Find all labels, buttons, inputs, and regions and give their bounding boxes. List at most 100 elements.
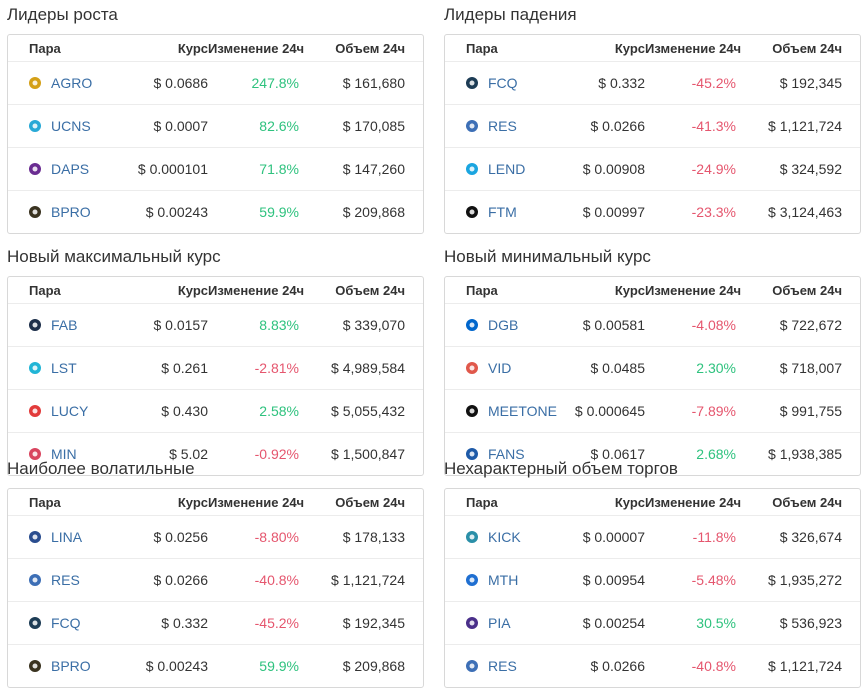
mth-icon <box>465 573 479 587</box>
change-cell: -2.81% <box>254 360 299 376</box>
pair-cell[interactable]: UCNS <box>8 118 121 134</box>
pair-cell[interactable]: KICK <box>445 529 558 545</box>
table-row[interactable]: LUCY $ 0.430 2.58% $ 5,055,432 <box>8 389 423 432</box>
table-row[interactable]: MEETONE $ 0.000645 -7.89% $ 991,755 <box>445 389 860 432</box>
pair-link[interactable]: FTM <box>488 204 517 220</box>
pair-cell[interactable]: DAPS <box>8 161 121 177</box>
table-row[interactable]: RES $ 0.0266 -40.8% $ 1,121,724 <box>8 558 423 601</box>
pair-link[interactable]: LINA <box>51 529 83 545</box>
pair-cell[interactable]: MIN <box>8 446 121 462</box>
pair-link[interactable]: BPRO <box>51 658 91 674</box>
pair-link[interactable]: FANS <box>488 446 525 462</box>
pair-link[interactable]: BPRO <box>51 204 91 220</box>
pair-link[interactable]: MIN <box>51 446 77 462</box>
pair-link[interactable]: RES <box>488 118 517 134</box>
pair-link[interactable]: LST <box>51 360 77 376</box>
lst-icon <box>28 361 42 375</box>
pair-link[interactable]: RES <box>51 572 80 588</box>
price-cell: $ 0.332 <box>598 75 645 91</box>
table-row[interactable]: AGRO $ 0.0686 247.8% $ 161,680 <box>8 61 423 104</box>
table-row[interactable]: RES $ 0.0266 -41.3% $ 1,121,724 <box>445 104 860 147</box>
pair-cell[interactable]: FCQ <box>8 615 121 631</box>
pair-link[interactable]: PIA <box>488 615 511 631</box>
volume-cell: $ 1,500,847 <box>331 446 405 462</box>
pair-cell[interactable]: FANS <box>445 446 558 462</box>
pair-cell[interactable]: RES <box>445 118 558 134</box>
column-header-pair: Пара <box>466 494 498 510</box>
table-row[interactable]: KICK $ 0.00007 -11.8% $ 326,674 <box>445 515 860 558</box>
pair-link[interactable]: DGB <box>488 317 519 333</box>
table-row[interactable]: DAPS $ 0.000101 71.8% $ 147,260 <box>8 147 423 190</box>
pair-cell[interactable]: BPRO <box>8 204 121 220</box>
table-row[interactable]: BPRO $ 0.00243 59.9% $ 209,868 <box>8 190 423 233</box>
price-cell: $ 0.0266 <box>153 572 209 588</box>
volume-cell: $ 147,260 <box>342 161 405 177</box>
pair-link[interactable]: LEND <box>488 161 526 177</box>
pair-cell[interactable]: LST <box>8 360 121 376</box>
pair-link[interactable]: RES <box>488 658 517 674</box>
change-cell: -40.8% <box>691 658 736 674</box>
pair-cell[interactable]: FTM <box>445 204 558 220</box>
table-row[interactable]: MIN $ 5.02 -0.92% $ 1,500,847 <box>8 432 423 475</box>
pair-cell[interactable]: LINA <box>8 529 121 545</box>
pair-link[interactable]: FCQ <box>51 615 81 631</box>
price-cell: $ 0.0266 <box>590 118 646 134</box>
price-cell: $ 0.0007 <box>153 118 209 134</box>
pair-link[interactable]: MTH <box>488 572 519 588</box>
pair-cell[interactable]: PIA <box>445 615 558 631</box>
table-row[interactable]: DGB $ 0.00581 -4.08% $ 722,672 <box>445 303 860 346</box>
volume-cell: $ 1,121,724 <box>768 658 842 674</box>
pair-link[interactable]: MEETONE <box>488 403 557 419</box>
column-header-price: Курс <box>177 40 208 56</box>
pair-cell[interactable]: AGRO <box>8 75 121 91</box>
pair-cell[interactable]: FCQ <box>445 75 558 91</box>
pair-link[interactable]: LUCY <box>51 403 89 419</box>
pair-link[interactable]: DAPS <box>51 161 90 177</box>
table-row[interactable]: LST $ 0.261 -2.81% $ 4,989,584 <box>8 346 423 389</box>
pair-link[interactable]: FCQ <box>488 75 518 91</box>
price-cell: $ 0.261 <box>161 360 208 376</box>
pair-cell[interactable]: RES <box>8 572 121 588</box>
volume-cell: $ 5,055,432 <box>331 403 405 419</box>
pairs-table: Пара Курс Изменение 24ч Объем 24ч FAB $ 0.015… <box>7 276 424 476</box>
change-cell: -7.89% <box>691 403 736 419</box>
pair-cell[interactable]: MEETONE <box>445 403 558 419</box>
pair-link[interactable]: KICK <box>488 529 521 545</box>
pair-link[interactable]: AGRO <box>51 75 93 91</box>
change-cell: -11.8% <box>692 529 736 545</box>
table-row[interactable]: FANS $ 0.0617 2.68% $ 1,938,385 <box>445 432 860 475</box>
price-cell: $ 0.0157 <box>153 317 209 333</box>
table-row[interactable]: BPRO $ 0.00243 59.9% $ 209,868 <box>8 644 423 687</box>
column-header-volume: Объем 24ч <box>335 40 405 56</box>
pair-link[interactable]: FAB <box>51 317 78 333</box>
table-row[interactable]: FCQ $ 0.332 -45.2% $ 192,345 <box>8 601 423 644</box>
lina-icon <box>28 530 42 544</box>
table-row[interactable]: LEND $ 0.00908 -24.9% $ 324,592 <box>445 147 860 190</box>
pair-cell[interactable]: BPRO <box>8 658 121 674</box>
pair-cell[interactable]: MTH <box>445 572 558 588</box>
table-row[interactable]: RES $ 0.0266 -40.8% $ 1,121,724 <box>445 644 860 687</box>
column-header-pair: Пара <box>466 282 498 298</box>
pair-cell[interactable]: FAB <box>8 317 121 333</box>
pair-cell[interactable]: RES <box>445 658 558 674</box>
pair-cell[interactable]: LEND <box>445 161 558 177</box>
fans-icon <box>465 447 479 461</box>
table-row[interactable]: FAB $ 0.0157 8.83% $ 339,070 <box>8 303 423 346</box>
pair-cell[interactable]: LUCY <box>8 403 121 419</box>
table-row[interactable]: UCNS $ 0.0007 82.6% $ 170,085 <box>8 104 423 147</box>
table-row[interactable]: FTM $ 0.00997 -23.3% $ 3,124,463 <box>445 190 860 233</box>
change-cell: 8.83% <box>259 317 299 333</box>
table-row[interactable]: FCQ $ 0.332 -45.2% $ 192,345 <box>445 61 860 104</box>
pair-link[interactable]: VID <box>488 360 512 376</box>
pairs-table: Пара Курс Изменение 24ч Объем 24ч LINA $ 0.02… <box>7 488 424 688</box>
price-cell: $ 5.02 <box>169 446 208 462</box>
table-row[interactable]: PIA $ 0.00254 30.5% $ 536,923 <box>445 601 860 644</box>
pair-link[interactable]: UCNS <box>51 118 91 134</box>
pair-cell[interactable]: DGB <box>445 317 558 333</box>
pair-cell[interactable]: VID <box>445 360 558 376</box>
decline-leaders-section: Лидеры падения Пара Курс Изменение 24ч Объем… <box>444 4 861 234</box>
table-row[interactable]: MTH $ 0.00954 -5.48% $ 1,935,272 <box>445 558 860 601</box>
table-row[interactable]: VID $ 0.0485 2.30% $ 718,007 <box>445 346 860 389</box>
table-row[interactable]: LINA $ 0.0256 -8.80% $ 178,133 <box>8 515 423 558</box>
price-cell: $ 0.00254 <box>582 615 645 631</box>
